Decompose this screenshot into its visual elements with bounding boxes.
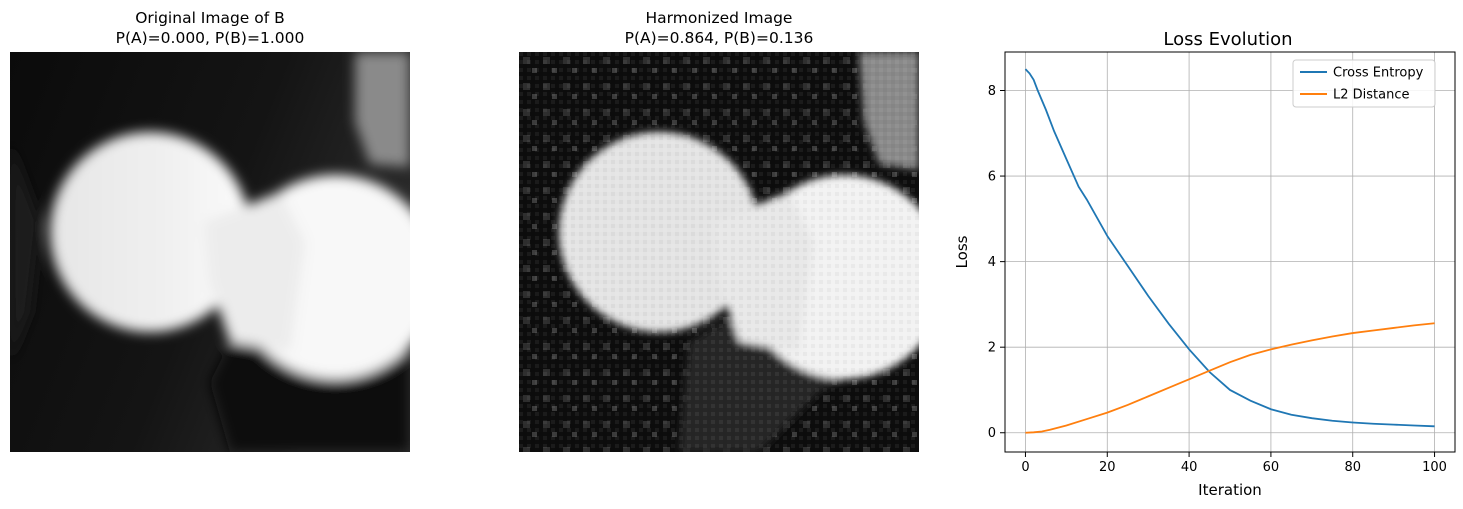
chart-series [1024, 68, 1435, 434]
panel-2-title-line2: P(A)=0.864, P(B)=0.136 [624, 29, 814, 47]
y-tick-label: 4 [988, 255, 996, 270]
series-line-l2-distance [1025, 322, 1435, 434]
x-tick-label: 100 [1422, 460, 1447, 475]
x-tick-label: 80 [1344, 460, 1361, 475]
y-tick-label: 6 [988, 170, 996, 185]
panel-1-title-line2: P(A)=0.000, P(B)=1.000 [115, 29, 305, 47]
x-tick-label: 0 [1021, 460, 1029, 475]
chart-legend: Cross Entropy L2 Distance [1292, 59, 1436, 108]
panel-2-title-line1: Harmonized Image [645, 9, 793, 27]
harmonized-image [519, 52, 919, 452]
series-line-cross-entropy [1024, 68, 1435, 428]
chart-title: Loss Evolution [1163, 29, 1292, 50]
loss-chart: Loss Evolution 0 20 40 60 80 100 0 2 4 6 8 Iterati… [953, 29, 1456, 499]
y-tick-label: 2 [988, 341, 996, 356]
x-axis-label: Iteration [1198, 481, 1262, 499]
original-image [10, 52, 410, 452]
chart-grid [1005, 52, 1455, 452]
chart-ticks: 0 20 40 60 80 100 0 2 4 6 8 [988, 84, 1447, 475]
panel-2-title: Harmonized Image P(A)=0.864, P(B)=0.136 [519, 8, 919, 48]
y-axis-label: Loss [953, 235, 971, 268]
x-tick-label: 60 [1263, 460, 1280, 475]
y-tick-label: 0 [988, 426, 996, 441]
legend-label-cross-entropy: Cross Entropy [1333, 66, 1424, 81]
y-tick-label: 8 [988, 84, 996, 99]
legend-box [1292, 59, 1436, 108]
panel-1-title-line1: Original Image of B [135, 9, 285, 27]
chart-axes-frame [1004, 51, 1456, 453]
legend-label-l2-distance: L2 Distance [1333, 88, 1410, 103]
x-tick-label: 20 [1099, 460, 1116, 475]
x-tick-label: 40 [1181, 460, 1198, 475]
panel-1-title: Original Image of B P(A)=0.000, P(B)=1.0… [10, 8, 410, 48]
